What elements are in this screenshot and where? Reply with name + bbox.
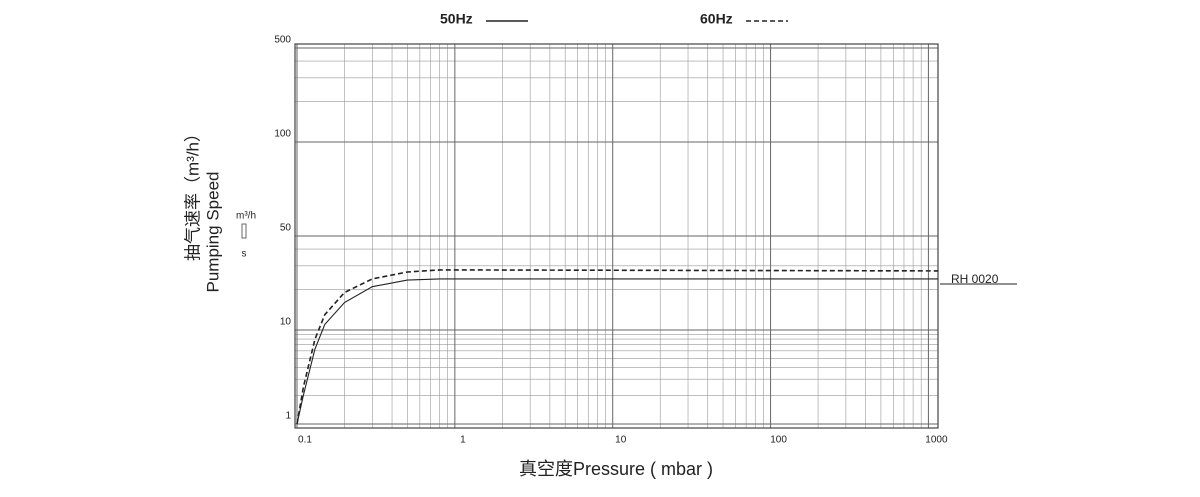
x-tick-label: 0.1	[298, 435, 312, 446]
legend-label: 60Hz	[700, 11, 733, 27]
y-tick-label: 100	[274, 129, 291, 140]
legend-label: 50Hz	[440, 11, 473, 27]
x-tick-label: 100	[770, 435, 787, 446]
y-tick-label: 500	[274, 35, 291, 46]
annotation: RH 0020	[951, 272, 999, 286]
series-line	[296, 278, 938, 425]
y-tick-label: 50	[280, 223, 292, 234]
y-tick-label: 1	[285, 411, 291, 422]
y-unit: m³/h	[236, 211, 256, 222]
x-tick-label: 1000	[925, 435, 948, 446]
plot-frame	[294, 43, 939, 429]
y-unit: s	[242, 249, 247, 260]
x-label: 真空度Pressure ( mbar )	[519, 459, 713, 479]
y-label: Pumping Speed	[203, 172, 222, 293]
x-tick-label: 10	[615, 435, 627, 446]
series-line	[296, 269, 939, 425]
y-label: 抽气速率（m³/h）	[183, 125, 202, 261]
y-tick-label: 10	[280, 317, 292, 328]
x-tick-label: 1	[460, 435, 466, 446]
unit-icon	[241, 223, 247, 239]
